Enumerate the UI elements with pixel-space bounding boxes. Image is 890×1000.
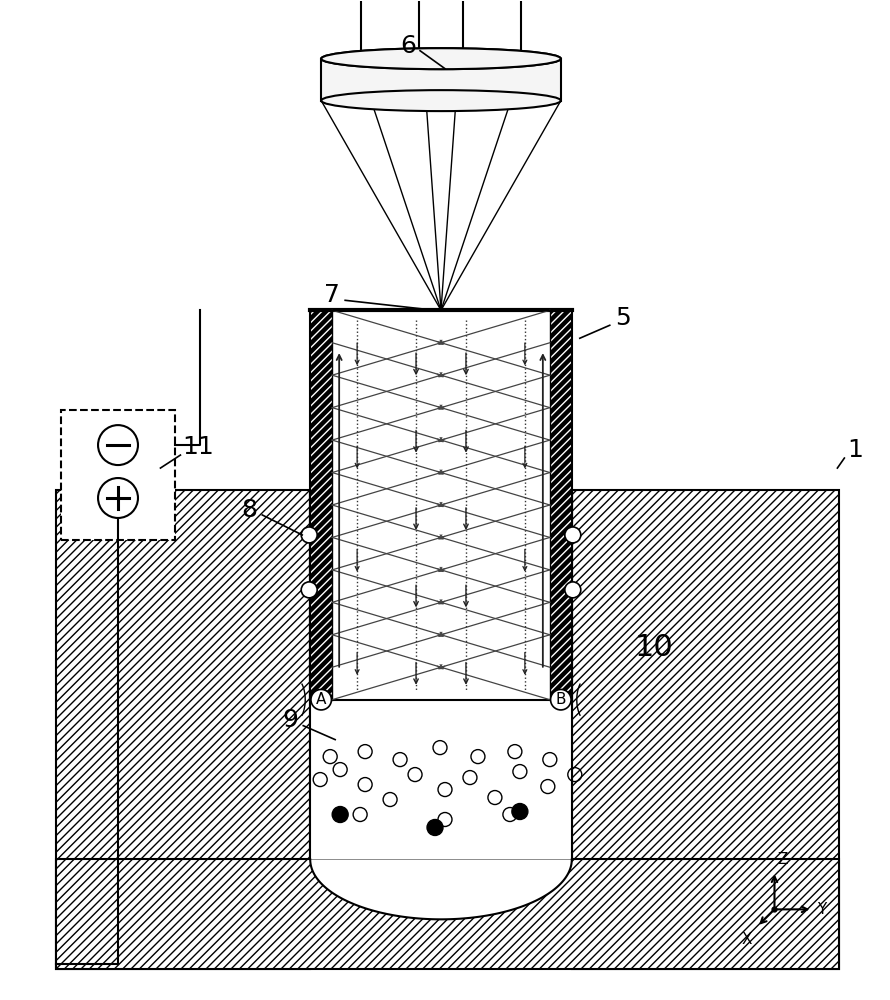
Text: A: A [316,692,327,707]
Circle shape [512,804,528,820]
Bar [311,310,332,700]
Ellipse shape [321,48,561,69]
Text: X: X [741,932,751,947]
Bar [311,490,571,859]
Circle shape [427,820,443,835]
Text: 11: 11 [182,435,214,459]
Bar [55,859,839,969]
Bar [311,310,332,700]
Text: 8: 8 [241,498,257,522]
Bar [55,859,839,969]
Text: Z: Z [778,852,788,867]
Circle shape [98,425,138,465]
Bar [571,490,839,969]
Ellipse shape [321,48,561,69]
Bar [332,310,550,700]
Text: 6: 6 [400,34,416,58]
Circle shape [332,807,348,822]
Bar [55,490,311,969]
Text: 9: 9 [282,708,298,732]
Circle shape [301,582,317,598]
Bar [550,310,571,700]
Bar [550,310,571,700]
Circle shape [98,478,138,518]
Text: 5: 5 [615,306,630,330]
Text: 7: 7 [324,283,340,307]
Polygon shape [311,859,571,919]
Text: B: B [555,692,566,707]
Bar [55,490,311,969]
Bar [571,490,839,969]
Circle shape [565,527,581,543]
Circle shape [565,582,581,598]
FancyBboxPatch shape [61,410,175,540]
Circle shape [301,527,317,543]
Text: 10: 10 [635,633,674,662]
Bar [321,59,561,101]
Text: Y: Y [817,902,827,917]
Text: 1: 1 [847,438,863,462]
Ellipse shape [321,90,561,111]
